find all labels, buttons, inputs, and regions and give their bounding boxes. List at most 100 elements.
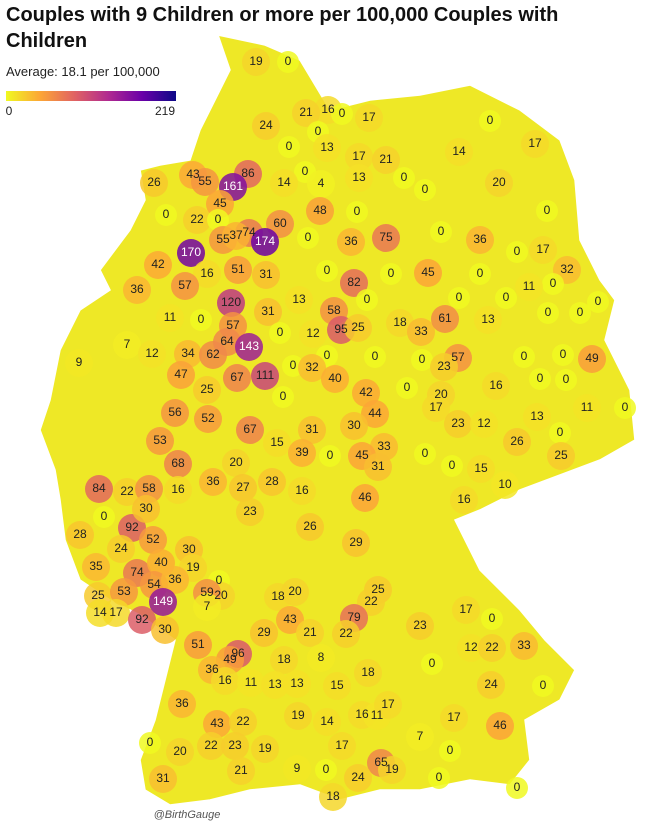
district [223, 364, 251, 392]
district [321, 365, 349, 393]
district-value: 0 [540, 678, 547, 692]
district-value: 170 [181, 245, 201, 259]
district-value: 23 [228, 738, 242, 752]
district-value: 0 [550, 276, 557, 290]
district-value: 14 [93, 605, 107, 619]
legend-max: 219 [155, 104, 175, 118]
district [569, 302, 591, 324]
district [486, 712, 514, 740]
district [537, 302, 559, 324]
title: Couples with 9 Children or more per 100,… [6, 4, 559, 52]
district-value: 0 [514, 780, 521, 794]
district-value: 9 [294, 761, 301, 775]
district-value: 25 [200, 382, 214, 396]
district-value: 0 [419, 352, 426, 366]
district-value: 36 [205, 662, 219, 676]
district [364, 346, 386, 368]
district-value: 43 [283, 612, 297, 626]
district-value: 51 [231, 262, 245, 276]
district [495, 287, 517, 309]
credit: @BirthGauge [154, 809, 221, 821]
district-value: 64 [220, 334, 234, 348]
district-value: 14 [452, 144, 466, 158]
district [352, 379, 380, 407]
district-value: 74 [242, 225, 256, 239]
district-value: 17 [528, 136, 542, 150]
district-value: 20 [288, 584, 302, 598]
district-value: 0 [388, 266, 395, 280]
district-value: 24 [114, 541, 128, 555]
district-value: 46 [493, 718, 507, 732]
district-value: 45 [355, 448, 369, 462]
district [345, 143, 373, 171]
district-value: 52 [201, 411, 215, 425]
district-value: 23 [451, 416, 465, 430]
district-value: 0 [324, 263, 331, 277]
district [224, 256, 252, 284]
district [422, 394, 450, 422]
district-value: 35 [89, 559, 103, 573]
district [319, 445, 341, 467]
district [428, 767, 450, 789]
district [283, 755, 311, 783]
district-value: 12 [145, 346, 159, 360]
district [393, 167, 415, 189]
district-value: 48 [313, 203, 327, 217]
district [236, 498, 264, 526]
district-value: 21 [299, 105, 313, 119]
district-value: 111 [256, 368, 275, 382]
district-value: 31 [371, 459, 385, 473]
district-value: 12 [477, 416, 491, 430]
district [340, 269, 368, 297]
subtitle: Average: 18.1 per 100,000 [6, 64, 160, 79]
district [578, 345, 606, 373]
district [431, 305, 459, 333]
district-value: 36 [130, 282, 144, 296]
district [288, 477, 316, 505]
district-value: 0 [404, 380, 411, 394]
district-value: 52 [146, 532, 160, 546]
district [532, 675, 554, 697]
district-value: 0 [305, 230, 312, 244]
district-value: 49 [585, 351, 599, 365]
district [448, 287, 470, 309]
district-value: 55 [198, 174, 212, 188]
district-value: 0 [489, 611, 496, 625]
district-value: 18 [361, 665, 375, 679]
district [313, 708, 341, 736]
district [340, 412, 368, 440]
district-value: 16 [171, 482, 185, 496]
district-value: 26 [303, 519, 317, 533]
district-value: 36 [175, 696, 189, 710]
district [235, 333, 263, 361]
district [298, 416, 326, 444]
district [269, 322, 291, 344]
district-value: 17 [459, 602, 473, 616]
district [323, 672, 351, 700]
district-value: 0 [354, 204, 361, 218]
district [372, 146, 400, 174]
district [222, 222, 250, 250]
district [102, 599, 130, 627]
district [252, 112, 280, 140]
district [439, 740, 461, 762]
district-value: 20 [434, 387, 448, 401]
district-value: 0 [521, 349, 528, 363]
district [193, 593, 221, 621]
district-value: 0 [215, 212, 222, 226]
district-value: 15 [270, 435, 284, 449]
district-value: 45 [213, 196, 227, 210]
district-value: 0 [447, 743, 454, 757]
district-value: 20 [173, 744, 187, 758]
district-value: 0 [285, 54, 292, 68]
district-value: 0 [327, 448, 334, 462]
district [547, 442, 575, 470]
district-value: 53 [153, 433, 167, 447]
district-value: 0 [449, 458, 456, 472]
district-value: 36 [344, 234, 358, 248]
district-value: 0 [436, 770, 443, 784]
district-value: 46 [358, 490, 372, 504]
district-value: 0 [622, 400, 629, 414]
district-value: 31 [261, 304, 275, 318]
